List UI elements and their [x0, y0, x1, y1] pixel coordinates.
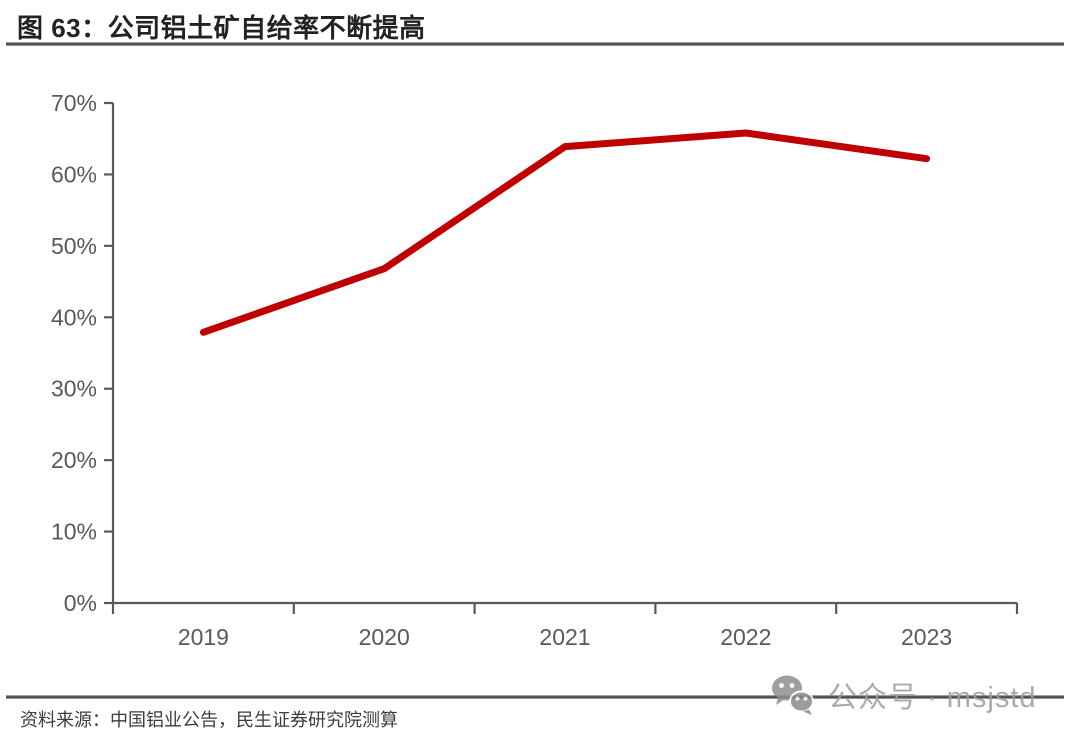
footer-rule [6, 695, 1064, 699]
y-axis-tick-label: 10% [51, 519, 97, 545]
y-axis-tick-label: 20% [51, 447, 97, 473]
y-axis-tick-label: 60% [51, 161, 97, 187]
y-axis-tick-label: 40% [51, 304, 97, 330]
x-axis-tick-label: 2020 [359, 624, 410, 650]
y-axis-tick-label: 70% [51, 90, 97, 116]
x-axis-tick-label: 2021 [539, 624, 590, 650]
x-axis-tick-label: 2023 [901, 624, 952, 650]
y-axis-tick-label: 30% [51, 376, 97, 402]
x-axis-tick-label: 2022 [720, 624, 771, 650]
figure-title: 图 63：公司铝土矿自给率不断提高 [17, 13, 426, 43]
source-note: 资料来源：中国铝业公告，民生证券研究院测算 [20, 710, 398, 730]
x-axis-tick-label: 2019 [178, 624, 229, 650]
title-underline [6, 42, 1064, 46]
y-axis-tick-label: 0% [64, 590, 97, 616]
axis-lines [111, 103, 1017, 605]
y-axis-tick-label: 50% [51, 233, 97, 259]
self-sufficiency-line [199, 129, 931, 336]
line-chart-canvas: 0% 10% 20% 30% 40% 50% 60% 70% 2019 2020 2021 2022 2… [51, 90, 1019, 650]
